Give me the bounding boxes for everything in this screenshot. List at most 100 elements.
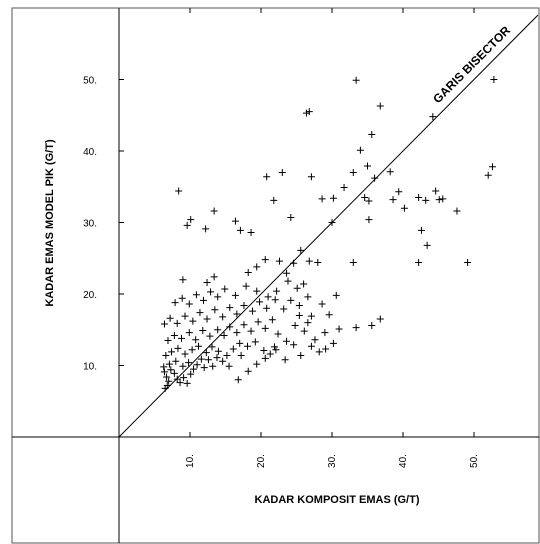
data-point [173,375,181,383]
data-point [429,113,437,121]
data-point [318,195,326,203]
data-point [163,382,171,390]
x-axis: 10. 20. 30. 40. 50. [12,8,539,468]
data-point [196,309,204,317]
data-point [332,291,340,299]
data-point [300,327,308,335]
data-point [247,327,255,335]
data-point [273,287,281,295]
data-point [376,102,384,110]
y-tick-label: 20. [83,290,97,301]
y-axis-title: KADAR EMAS MODEL PIK (G/T) [44,139,56,307]
data-point [322,345,330,353]
data-point [340,183,348,191]
data-point [386,168,394,176]
data-point [234,376,242,384]
data-point [287,296,295,304]
data-point [304,319,312,327]
data-point [422,196,430,204]
data-point [272,346,280,354]
data-point [280,305,288,313]
data-point [318,300,326,308]
data-point [185,300,193,308]
data-point [244,367,252,375]
data-point [488,163,496,171]
data-point [356,146,364,154]
data-point [432,187,440,195]
data-point [187,216,195,224]
data-point [226,304,234,312]
data-point [192,291,200,299]
y-tick-label: 30. [83,219,97,230]
data-point [302,109,310,117]
data-point [237,351,245,359]
data-point [368,131,376,139]
x-axis-ticks: 10. 20. 30. 40. 50. [185,8,480,468]
data-point [195,342,203,350]
data-points [160,76,498,392]
data-point [240,301,248,309]
data-point [297,351,305,359]
data-point [210,273,218,281]
data-point [160,368,168,376]
data-point [256,298,264,306]
data-point [281,356,289,364]
data-point [297,246,305,254]
data-point [231,217,239,225]
data-point [190,365,198,373]
data-point [236,226,244,234]
data-point [203,279,211,287]
data-point [210,207,218,215]
data-point [368,321,376,329]
data-point [175,187,183,195]
bisector-line [118,14,539,438]
data-point [295,311,303,319]
data-point [283,269,291,277]
data-point [204,356,212,364]
data-point [251,338,259,346]
data-point [415,259,423,267]
data-point [261,324,269,332]
data-point [231,291,239,299]
data-point [315,348,323,356]
data-point [376,315,384,323]
data-point [180,374,188,382]
data-point [225,362,233,370]
data-point [192,336,200,344]
data-point [321,329,329,337]
data-point [314,259,322,267]
data-point [395,188,403,196]
data-point [162,351,170,359]
data-point [329,339,337,347]
data-point [293,284,301,292]
data-point [160,320,168,328]
data-point [423,241,431,249]
data-point [287,213,295,221]
y-tick-label: 40. [83,147,97,158]
data-point [214,293,222,301]
data-point [211,306,219,314]
data-point [349,259,357,267]
data-point [178,294,186,302]
data-point [164,336,172,344]
data-point [304,293,312,301]
data-point [185,329,193,337]
data-point [207,288,215,296]
data-point [168,348,176,356]
x-axis-title: KADAR KOMPOSIT EMAS (G/T) [255,494,420,506]
x-tick-label: 10. [185,454,196,468]
data-point [361,193,369,201]
data-point [160,363,168,371]
data-point [213,354,221,362]
data-point [291,321,299,329]
data-point [167,366,175,374]
data-point [365,197,373,205]
data-point [179,362,187,370]
data-point [484,171,492,179]
data-point [171,299,179,307]
data-point [181,312,189,320]
data-point [173,319,181,327]
data-point [170,331,178,339]
data-point [202,349,210,357]
